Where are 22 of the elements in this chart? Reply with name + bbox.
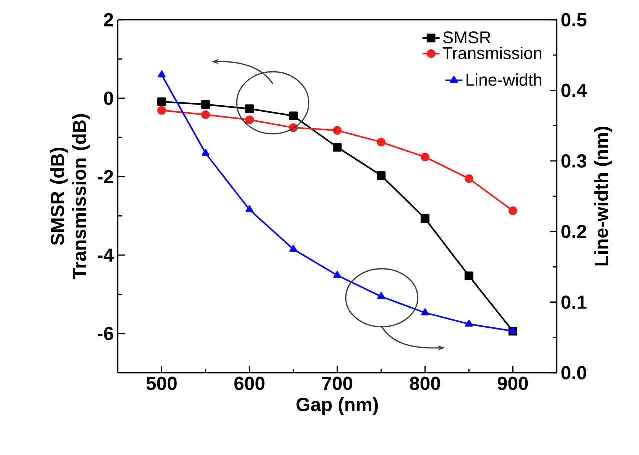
x-tick-label: 600 [234,376,265,390]
x-tick-label: 800 [410,376,440,390]
y-axis-title: SMSR (dB) Transmission (dB) [50,114,90,280]
y2-axis-title: Line-width (nm) [594,127,612,266]
legend-label: Line-width [466,74,542,86]
y2-tick-label: 0.3 [562,154,587,168]
y2-tick-label: 0.5 [562,13,587,27]
x-tick-label: 700 [322,376,353,390]
y2-tick-label: 0.1 [562,296,587,310]
y2-tick-label: 0.4 [562,84,588,98]
y-tick-label: 2 [104,13,114,27]
x-axis-title: Gap (nm) [296,398,378,416]
x-tick-label: 900 [498,376,528,390]
y-tick-label: 0 [104,92,114,106]
y2-tick-label: 0.2 [562,225,586,239]
y-tick-label: -2 [98,170,114,184]
y-tick-label: -6 [98,327,114,340]
x-tick-label: 500 [146,376,177,390]
legend-label: Transmission [442,46,542,60]
y2-tick-label: 0.0 [562,366,586,380]
y-tick-label: -4 [98,248,114,262]
legend-label: SMSR [443,32,491,44]
